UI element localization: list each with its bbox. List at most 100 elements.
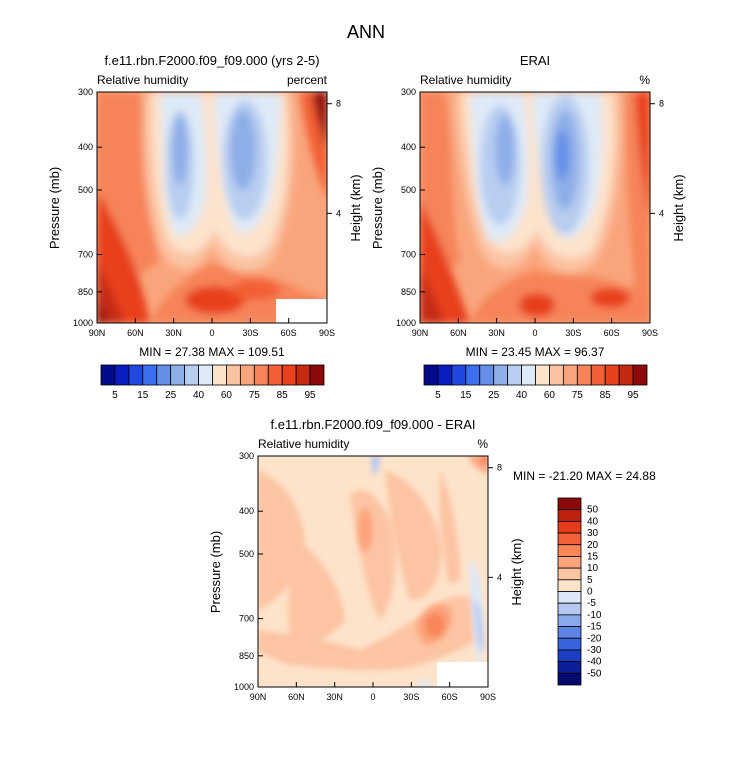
colorbar-label: 85	[277, 390, 289, 401]
colorbar-swatch	[576, 364, 592, 386]
y-tick-label: 400	[78, 142, 93, 152]
colorbar-label: -10	[587, 610, 602, 621]
y-tick-label: 1000	[396, 318, 416, 328]
height-tick-label: 8	[497, 463, 502, 473]
x-tick-label: 30N	[165, 328, 182, 338]
y-tick-label: 700	[239, 614, 254, 624]
colorbar-swatch	[618, 364, 634, 386]
colorbar-label: 20	[587, 540, 599, 551]
colorbar-label: 40	[516, 390, 528, 401]
panel-title: f.e11.rbn.F2000.f09_f09.000 (yrs 2-5)	[104, 53, 319, 68]
y-tick-label: 700	[401, 250, 416, 260]
colorbar-swatch	[198, 364, 213, 386]
colorbar-label: 30	[587, 528, 599, 539]
colorbar-swatch	[451, 364, 467, 386]
x-tick-label: 60S	[604, 328, 620, 338]
colorbar-label: 5	[435, 390, 441, 401]
colorbar-swatch	[590, 364, 606, 386]
y-axis-label: Pressure (mb)	[47, 167, 62, 249]
colorbar-label: 95	[305, 390, 317, 401]
variable-label: Relative humidity	[258, 437, 349, 451]
height-tick-label: 4	[497, 572, 502, 582]
colorbar-swatch	[557, 509, 582, 522]
colorbar-swatch	[170, 364, 186, 386]
units-label: percent	[287, 73, 328, 87]
contour-field	[97, 92, 327, 323]
colorbar-label: 50	[587, 505, 599, 516]
colorbar-swatch	[295, 364, 311, 386]
y-tick-label: 400	[401, 142, 416, 152]
height-tick-label: 4	[336, 208, 341, 218]
axes: 90N 60N 30N 0 30S 60S 90S 300 400 500 700 850 1000 8 4	[73, 87, 341, 338]
units-label: %	[639, 73, 650, 87]
x-tick-label: 30S	[403, 692, 419, 702]
height-tick-label: 4	[659, 208, 664, 218]
x-tick-label: 90N	[89, 328, 106, 338]
colorbar: 5 15 25 40 60 75 85 95	[423, 364, 648, 401]
colorbar-swatch	[632, 364, 648, 386]
colorbar-swatch	[604, 364, 620, 386]
x-tick-label: 0	[209, 328, 214, 338]
x-tick-label: 60S	[281, 328, 297, 338]
x-tick-label: 60N	[127, 328, 144, 338]
colorbar-label: 15	[137, 390, 149, 401]
colorbar-label: -15	[587, 622, 602, 633]
stats-label: MIN = 27.38 MAX = 109.51	[139, 345, 285, 359]
y-tick-label: 850	[401, 287, 416, 297]
x-tick-label: 90N	[250, 692, 267, 702]
x-tick-label: 60S	[442, 692, 458, 702]
figure-title: ANN	[347, 22, 385, 42]
colorbar-swatch	[557, 579, 582, 592]
x-tick-label: 60N	[450, 328, 467, 338]
colorbar-swatch	[142, 364, 158, 386]
colorbar-swatch	[557, 661, 582, 674]
y-tick-label: 300	[239, 451, 254, 461]
x-tick-label: 30N	[488, 328, 505, 338]
colorbar-swatch	[100, 364, 116, 386]
stats-label: MIN = 23.45 MAX = 96.37	[466, 345, 605, 359]
colorbar-label: 25	[488, 390, 500, 401]
colorbar-swatch	[557, 637, 582, 651]
panel-erai: ERAI Relative humidity %	[370, 53, 686, 401]
y-axis-label: Pressure (mb)	[370, 167, 385, 249]
stats-label: MIN = -21.20 MAX = 24.88	[513, 469, 656, 483]
y-tick-label: 300	[78, 87, 93, 97]
colorbar-swatch	[493, 364, 509, 386]
colorbar-label: 60	[544, 390, 556, 401]
colorbar-swatch	[557, 567, 582, 581]
colorbar-label: 40	[193, 390, 205, 401]
y-axis-label: Pressure (mb)	[208, 531, 223, 613]
colorbar-swatch	[212, 364, 227, 386]
panel-title: f.e11.rbn.F2000.f09_f09.000 - ERAI	[270, 417, 475, 432]
colorbar-swatch	[549, 364, 564, 386]
panel-difference: f.e11.rbn.F2000.f09_f09.000 - ERAI Relat…	[208, 417, 656, 702]
contour-field	[258, 456, 488, 687]
colorbar-label: 40	[587, 516, 599, 527]
y-tick-label: 700	[78, 250, 93, 260]
colorbar-swatch	[423, 364, 439, 386]
colorbar-swatch	[562, 364, 578, 386]
colorbar-swatch	[557, 672, 582, 686]
units-label: %	[477, 437, 488, 451]
colorbar-label: 15	[460, 390, 472, 401]
colorbar-label: 5	[587, 575, 593, 586]
colorbar-swatch	[184, 364, 199, 386]
y-tick-label: 500	[78, 185, 93, 195]
colorbar-label: -30	[587, 645, 602, 656]
x-tick-label: 90N	[412, 328, 429, 338]
colorbar-swatch	[557, 614, 582, 627]
y-tick-label: 300	[401, 87, 416, 97]
x-tick-label: 0	[532, 328, 537, 338]
x-tick-label: 90S	[319, 328, 335, 338]
colorbar-label: 5	[112, 390, 118, 401]
colorbar-swatch	[557, 591, 582, 604]
axes: 90N 60N 30N 0 30S 60S 90S 300 400 500 700 850 1000 8 4	[396, 87, 664, 338]
x-tick-label: 90S	[480, 692, 496, 702]
colorbar-label: 10	[587, 563, 599, 574]
y-axis-right-label: Height (km)	[671, 174, 686, 241]
y-tick-label: 1000	[73, 318, 93, 328]
colorbar-swatch	[557, 626, 582, 639]
variable-label: Relative humidity	[97, 73, 188, 87]
colorbar-label: 85	[600, 390, 612, 401]
